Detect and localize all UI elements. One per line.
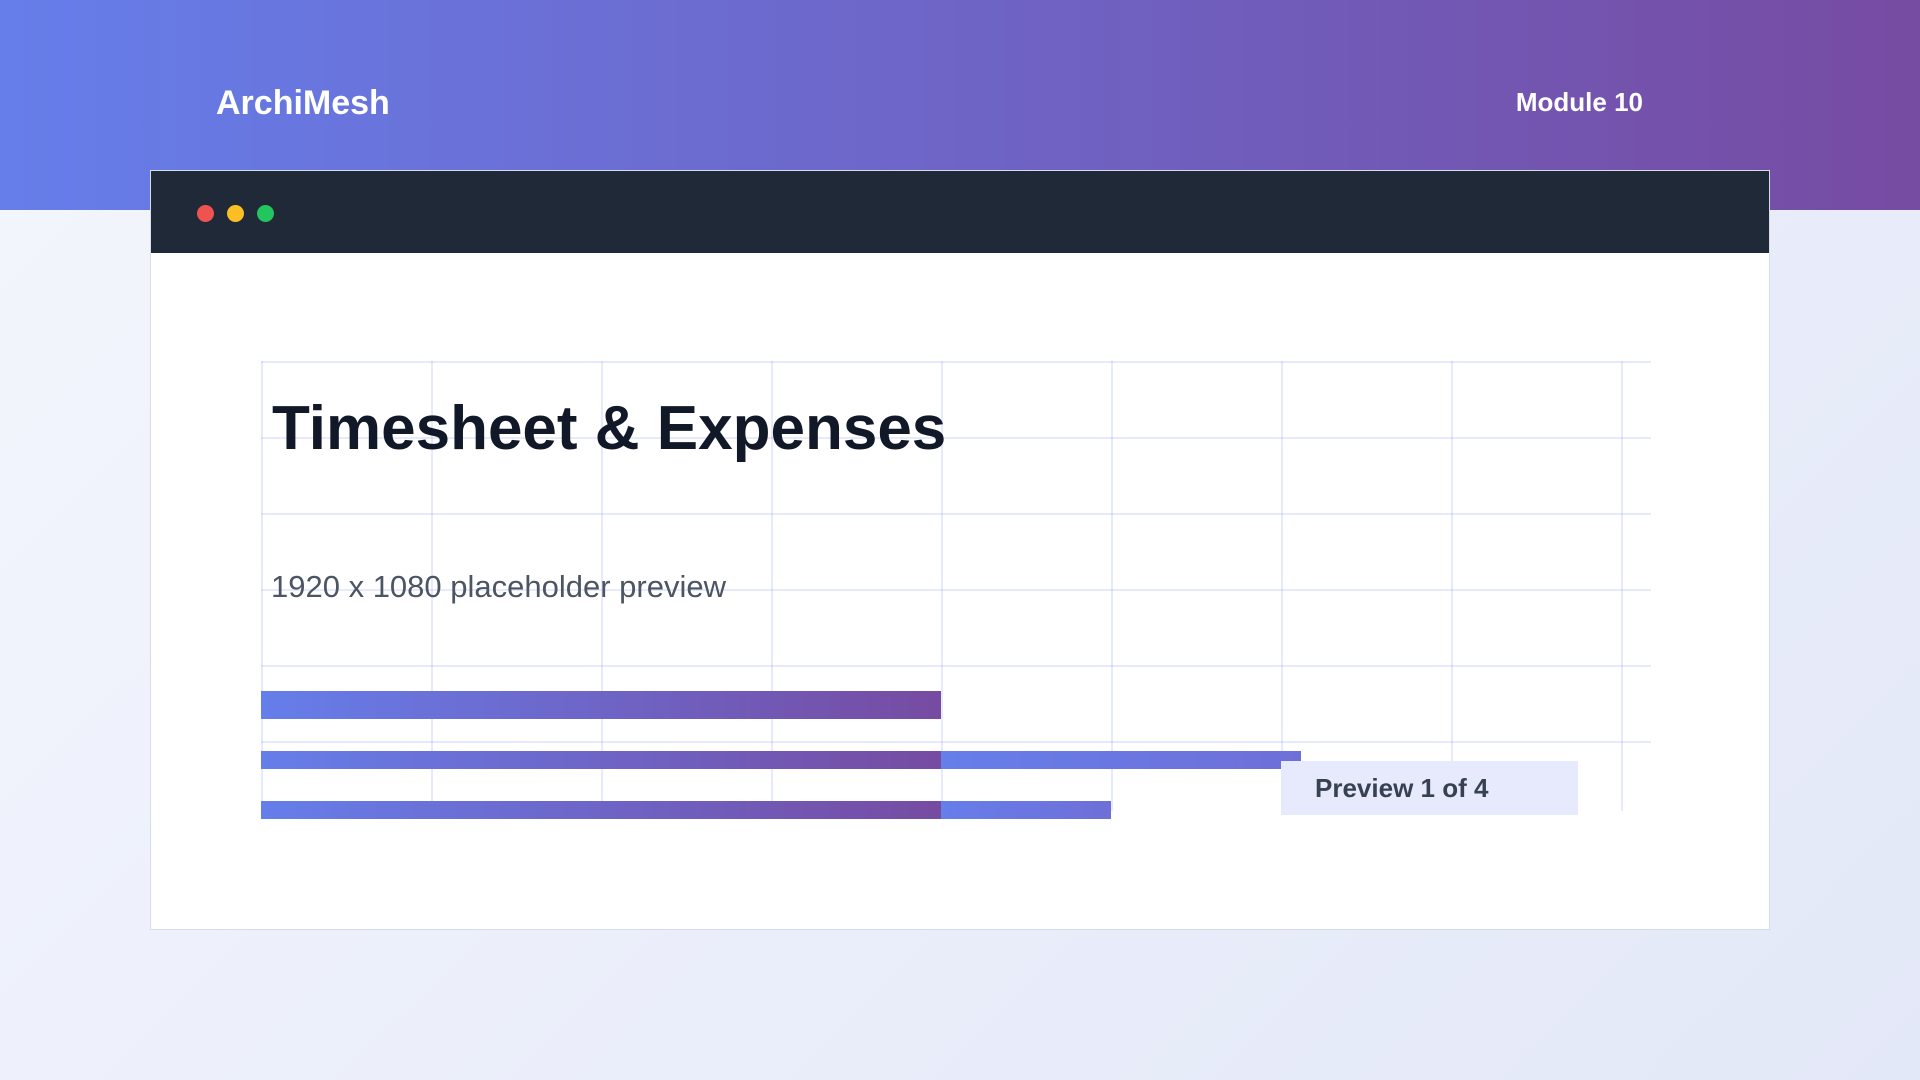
- grid-line: [771, 361, 773, 811]
- brand-logo-text: ArchiMesh: [216, 84, 390, 122]
- grid-line: [261, 665, 1651, 667]
- placeholder-bar: [261, 751, 941, 769]
- preview-window: Timesheet & Expenses 1920 x 1080 placeho…: [150, 170, 1770, 930]
- grid-line: [261, 361, 1651, 363]
- preview-canvas: Timesheet & Expenses 1920 x 1080 placeho…: [261, 361, 1651, 821]
- grid-line: [941, 361, 943, 811]
- window-titlebar: [151, 171, 1769, 253]
- minimize-window-icon[interactable]: [227, 205, 244, 222]
- grid-line: [261, 589, 1651, 591]
- grid-line: [1621, 361, 1623, 811]
- grid-line: [1281, 361, 1283, 811]
- grid-line: [1111, 361, 1113, 811]
- maximize-window-icon[interactable]: [257, 205, 274, 222]
- grid-line: [261, 741, 1651, 743]
- grid-line: [261, 361, 263, 811]
- grid-line: [261, 437, 1651, 439]
- grid-line: [601, 361, 603, 811]
- placeholder-bar: [261, 801, 941, 819]
- close-window-icon[interactable]: [197, 205, 214, 222]
- preview-counter-badge: Preview 1 of 4: [1281, 761, 1578, 815]
- placeholder-bar: [261, 691, 941, 719]
- page-title: Timesheet & Expenses: [272, 394, 947, 463]
- grid-line: [1451, 361, 1453, 811]
- placeholder-bar-extension: [941, 801, 1111, 819]
- module-label: Module 10: [1515, 87, 1643, 117]
- placeholder-bar-extension: [941, 751, 1301, 769]
- grid-line: [431, 361, 433, 811]
- page-subtitle: 1920 x 1080 placeholder preview: [271, 569, 726, 604]
- grid-line: [261, 513, 1651, 515]
